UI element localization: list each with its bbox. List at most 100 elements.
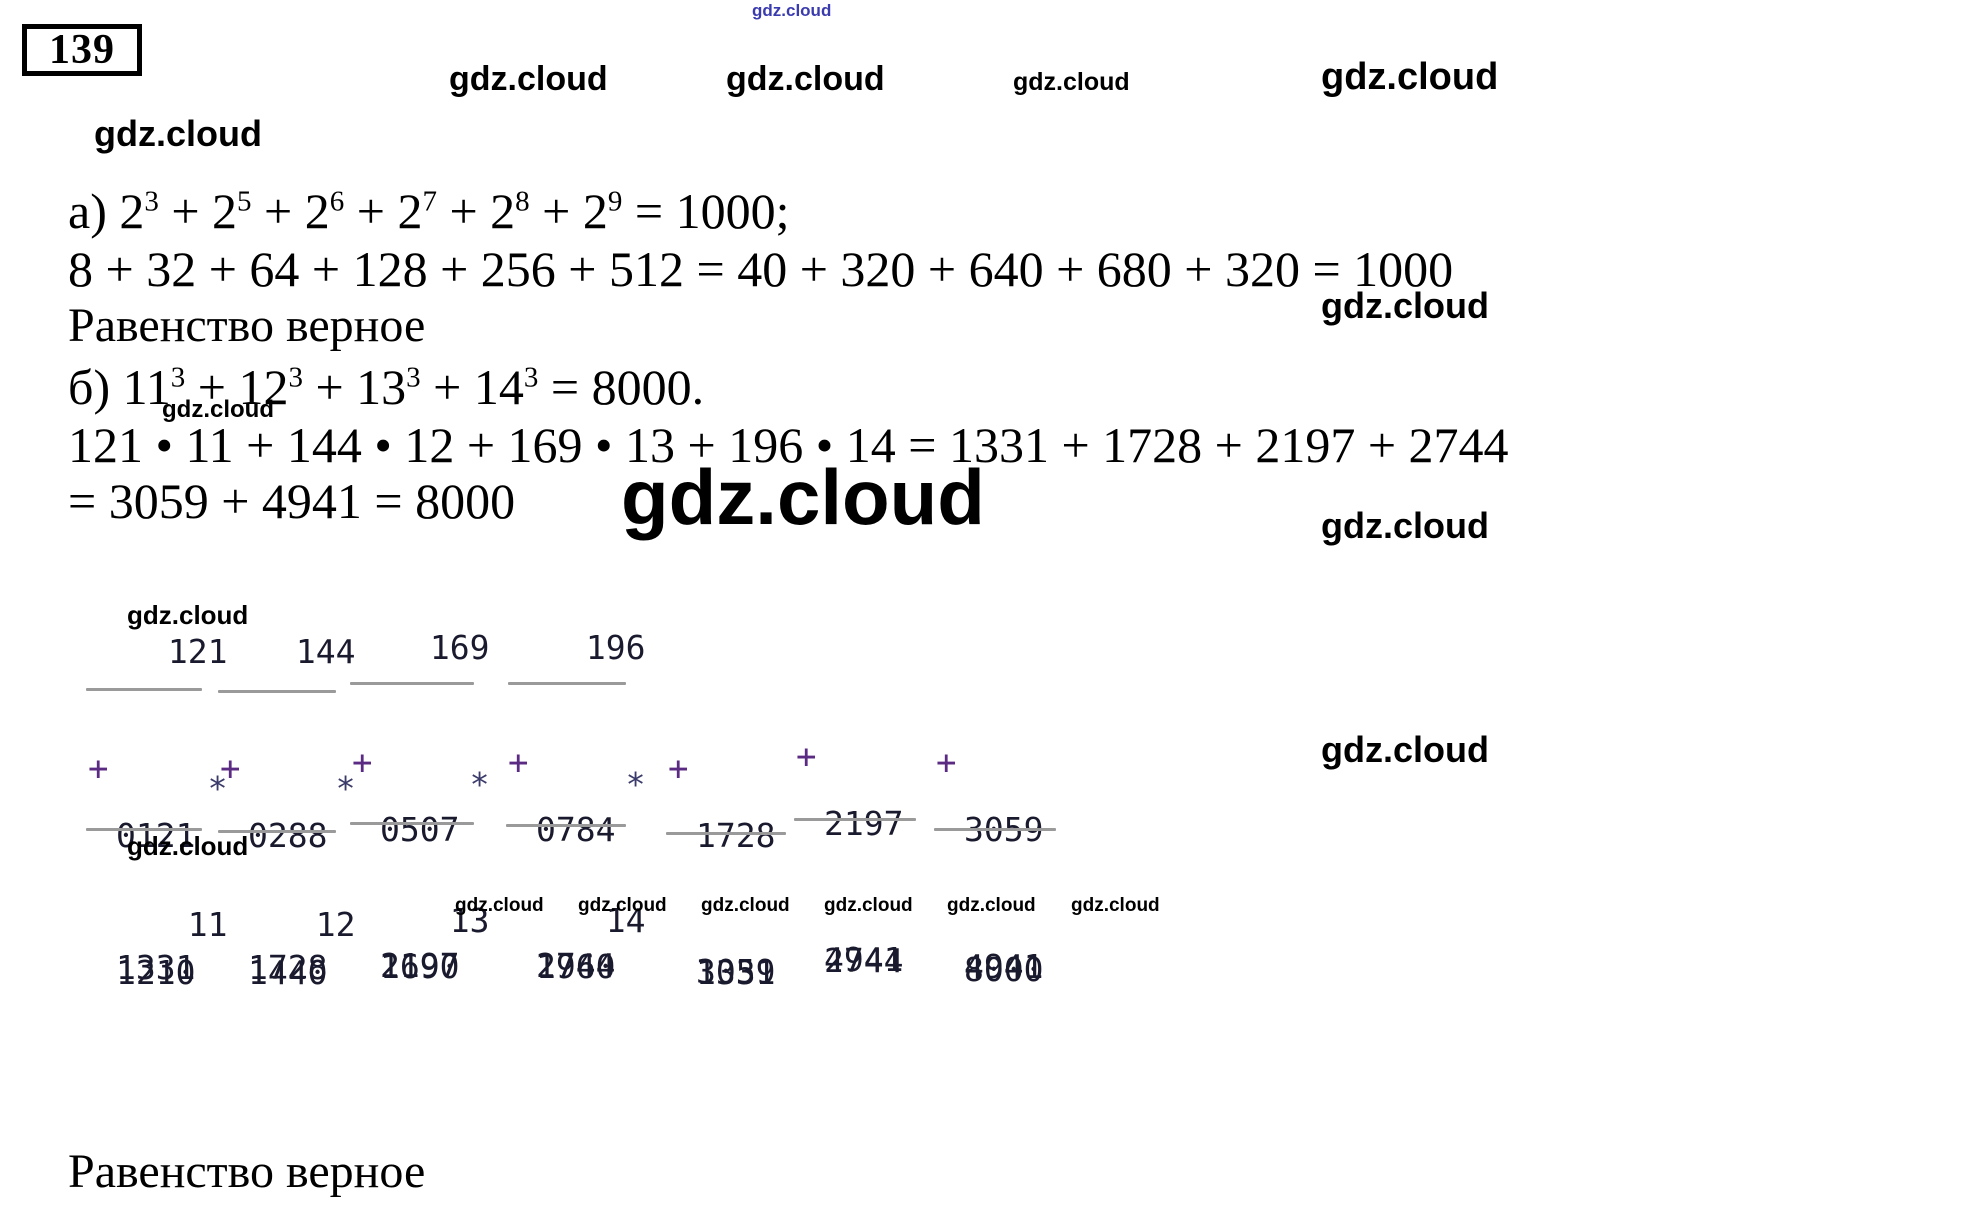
op-plus: + [449,183,478,239]
part-b-term-1-exp: 3 [288,361,303,394]
addition-column-4: 0784 1960 [536,716,615,1080]
addend-bottom: 1440 [248,952,328,992]
part-b-term-1-base: 12 [238,359,289,415]
watermark-text: gdz.cloud [449,60,608,98]
addend-bottom: 1210 [116,952,196,992]
calc-rule [666,832,786,835]
part-b-sum-line: = 3059 + 4941 = 8000 [68,473,516,529]
part-b-term-2-exp: 3 [406,361,421,394]
sum-value: 2197 [380,946,460,986]
op-plus: + [315,359,344,415]
addition-plus-sign-1: + [88,749,109,789]
part-a-result: 1000; [675,183,790,239]
op-equals: = [634,183,664,239]
part-a-term-3-base: 2 [397,183,423,239]
addition-plus-sign-3: + [352,743,373,783]
calc-rule [794,818,916,821]
calc-rule [350,822,474,825]
addition-column-3: 0507 1690 [380,716,459,1080]
multiplier: 11 [187,905,228,945]
op-plus: + [171,183,200,239]
op-plus: + [542,183,571,239]
multiplication-column-2: 144 * 12 [276,538,356,1039]
part-a-term-1-exp: 5 [237,185,252,218]
op-plus: + [197,359,226,415]
multiply-operator-icon: * [625,764,646,804]
part-b-term-0-base: 11 [122,359,171,415]
multiplicand: 121 [167,632,228,672]
watermark-text: gdz.cloud [752,1,832,20]
addition-column-5: 1728 1331 [696,722,775,1086]
watermark-text: gdz.cloud [1321,56,1499,98]
calc-rule [508,682,626,685]
part-a-expression: а) 23 + 25 + 26 + 27 + 28 + 29 = 1000; [68,186,789,236]
addend-top: 1728 [696,816,776,856]
watermark-text: gdz.cloud [1321,505,1489,546]
part-a-label: а) [68,183,107,239]
watermark-text: gdz.cloud [1321,285,1489,326]
multiply-operator-icon: * [207,768,228,808]
addition-column-1: 0121 1210 [116,722,195,1086]
multiplicand: 144 [295,632,356,672]
exercise-number: 139 [49,27,115,73]
multiplicand: 169 [429,628,490,668]
addition-sum-6: 4941 [824,846,903,1074]
multiplication-column-1: 121 * 11 [148,538,228,1039]
calc-rule [218,690,336,693]
part-b-label: б) [68,359,111,415]
watermark-text: gdz.cloud [947,895,1036,916]
addition-plus-sign-6: + [796,737,817,777]
calc-rule [86,688,202,691]
multiply-operator-icon: * [469,764,490,804]
sum-value: 8000 [964,950,1044,990]
addition-plus-sign-2: + [220,749,241,789]
watermark-text: gdz.cloud [162,396,274,423]
multiplier: 12 [315,905,356,945]
watermark-text: gdz.cloud [127,831,249,861]
calc-rule [86,828,202,831]
watermark-text: gdz.cloud [726,60,885,98]
part-b-result: 8000. [591,359,705,415]
addend-bottom: 2744 [824,940,904,980]
part-a-term-4-base: 2 [490,183,516,239]
part-a-term-2-base: 2 [304,183,330,239]
addend-bottom: 1331 [696,952,776,992]
op-plus: + [264,183,293,239]
part-a-term-1-base: 2 [212,183,238,239]
watermark-text: gdz.cloud [127,600,249,630]
multiplier: 13 [449,901,490,941]
addend-bottom: 4941 [964,946,1044,986]
watermark-text: gdz.cloud [1071,895,1160,916]
addition-sum-5: 3059 [696,858,775,1086]
addend-top: 0288 [248,816,328,856]
watermark-text: gdz.cloud [94,113,262,154]
sum-value: 1728 [248,948,328,988]
part-a-term-3-exp: 7 [422,185,437,218]
addition-sum-3: 2197 [380,852,459,1080]
part-b-term-3-exp: 3 [523,361,539,394]
part-b-term-3-base: 14 [473,359,524,415]
addend-top: 0784 [536,810,616,850]
part-b-term-0-exp: 3 [170,361,186,394]
part-a-term-5-base: 2 [582,183,608,239]
part-a-conclusion: Равенство верное [68,299,426,352]
multiply-operator-icon: * [335,768,356,808]
multiplication-column-3: 169 * 13 [410,534,490,1035]
addition-plus-sign-5: + [668,749,689,789]
addend-top: 0507 [380,810,460,850]
part-b-expression: б) 113 + 123 + 133 + 143 = 8000. [68,362,704,412]
part-a-expansion: 8 + 32 + 64 + 128 + 256 + 512 = 40 + 320… [68,241,1454,297]
multiplicand: 196 [585,628,646,668]
addition-sum-7: 8000 [964,856,1043,1084]
watermark-text: gdz.cloud [824,895,913,916]
watermark-text: gdz.cloud [1321,729,1489,770]
watermark-text: gdz.cloud [455,895,544,916]
sum-value: 3059 [696,952,776,992]
addend-top: 2197 [824,804,904,844]
sum-value: 4941 [824,940,904,980]
part-a-term-0-base: 2 [119,183,145,239]
part-a-term-5-exp: 9 [607,185,623,218]
exercise-number-badge: 139 [22,24,142,76]
addition-sum-2: 1728 [248,854,327,1082]
watermark-text: gdz.cloud [701,895,790,916]
